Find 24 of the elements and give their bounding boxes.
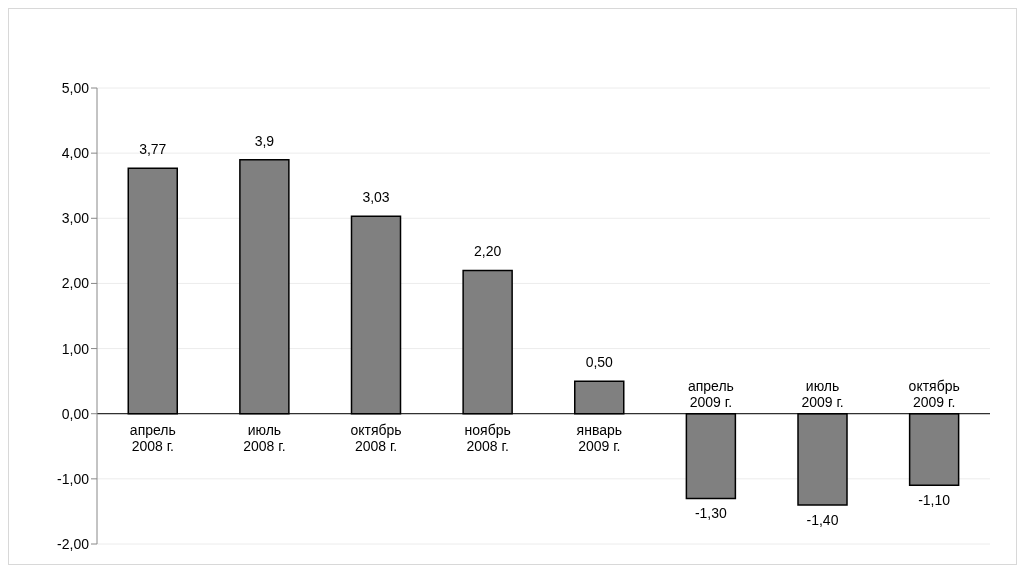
data-label: -1,10 [918, 492, 951, 509]
x-tick-label: июль 2009 г. [801, 378, 844, 411]
y-tick-label: 2,00 [61, 275, 90, 292]
x-tick-label: ноябрь 2008 г. [464, 422, 511, 455]
data-label: 3,77 [139, 141, 167, 158]
y-tick-label: -2,00 [57, 535, 90, 552]
data-label: 3,9 [254, 132, 275, 149]
x-tick-label: июль 2008 г. [243, 422, 286, 455]
y-tick-label: 1,00 [61, 340, 90, 357]
x-tick-label: январь 2009 г. [576, 422, 623, 455]
x-tick-label: апрель 2009 г. [687, 378, 734, 411]
data-label: 2,20 [474, 243, 502, 260]
x-tick-label: октябрь 2009 г. [908, 378, 960, 411]
x-tick-label: апрель 2008 г. [129, 422, 176, 455]
y-tick-label: -1,00 [57, 470, 90, 487]
data-label: 3,03 [362, 189, 390, 206]
data-label: -1,30 [694, 505, 728, 522]
y-tick-label: 0,00 [61, 405, 90, 422]
y-tick-label: 3,00 [61, 210, 90, 227]
data-label: -1,40 [806, 511, 839, 528]
y-tick-label: 5,00 [61, 79, 90, 96]
data-label: 0,50 [585, 354, 614, 371]
y-tick-label: 4,00 [61, 145, 90, 162]
x-tick-label: октябрь 2008 г. [350, 422, 402, 455]
